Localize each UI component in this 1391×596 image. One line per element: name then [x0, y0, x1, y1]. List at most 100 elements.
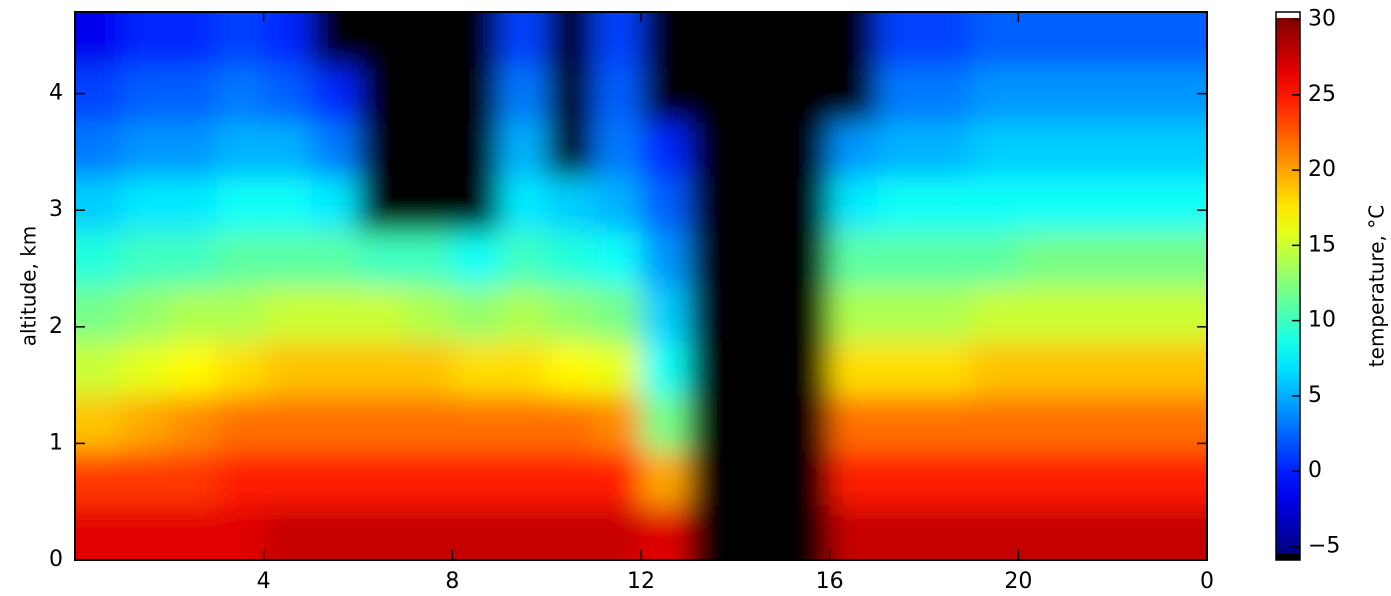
heat-cell [122, 450, 170, 506]
heat-cell [1112, 505, 1161, 560]
heat-cell [641, 286, 689, 342]
heat-cell [876, 395, 925, 451]
y-tick-label: 3 [49, 197, 63, 222]
heat-cell [971, 450, 1019, 506]
heat-cell [499, 121, 548, 177]
heat-cell [452, 450, 501, 506]
heat-cell [310, 505, 359, 560]
heat-cell [782, 176, 831, 232]
heat-cell [310, 395, 359, 451]
heat-cell [688, 286, 736, 342]
heat-cell [593, 176, 642, 232]
x-tick-label: 0 [1200, 569, 1214, 594]
heat-cell [782, 450, 831, 506]
heat-cell [216, 66, 265, 123]
heat-cell [499, 231, 548, 287]
heat-cell [735, 340, 784, 397]
heat-cell [1065, 176, 1114, 232]
heat-cell [641, 121, 689, 177]
heat-cell [924, 340, 972, 397]
heat-cell [593, 450, 642, 506]
heat-cell [1018, 12, 1067, 68]
heat-cell [75, 176, 123, 232]
heat-cell [405, 12, 453, 68]
heat-cell [593, 231, 642, 287]
heat-cell [1018, 176, 1067, 232]
heat-cell [216, 176, 265, 232]
colorbar-under [1276, 554, 1300, 560]
heat-cell [593, 505, 642, 560]
heat-cell [263, 12, 312, 68]
x-tick-label: 16 [816, 569, 844, 594]
heat-cell [263, 66, 312, 123]
heat-cell [1159, 450, 1207, 506]
heat-cell [924, 176, 972, 232]
heat-cell [169, 231, 218, 287]
heat-cell [1112, 450, 1161, 506]
heat-cell [688, 231, 736, 287]
colorbar-tick-label: 25 [1308, 82, 1336, 107]
heat-cell [1159, 121, 1207, 177]
heat-cell [1112, 66, 1161, 123]
colorbar-label: temperature, °C [1365, 205, 1389, 367]
heat-cell [358, 176, 406, 232]
heat-cell [971, 395, 1019, 451]
colorbar-tick-label: 5 [1308, 383, 1322, 408]
heat-cell [971, 231, 1019, 287]
heat-cell [122, 176, 170, 232]
heat-cell [499, 505, 548, 560]
y-tick-label: 1 [49, 430, 63, 455]
heat-cell [1065, 505, 1114, 560]
heat-cell [1065, 340, 1114, 397]
heat-cell [169, 66, 218, 123]
heat-cell [122, 505, 170, 560]
heat-cell [546, 286, 595, 342]
y-tick-label: 4 [49, 81, 63, 106]
heat-cell [122, 12, 170, 68]
heat-cell [782, 505, 831, 560]
heat-cell [1018, 395, 1067, 451]
heat-cell [310, 66, 359, 123]
heat-cell [405, 231, 453, 287]
heat-cell [546, 121, 595, 177]
heat-cell [122, 340, 170, 397]
heat-cell [735, 505, 784, 560]
heat-cell [1112, 395, 1161, 451]
heat-cell [782, 395, 831, 451]
heat-cell [216, 340, 265, 397]
heat-cell [593, 395, 642, 451]
heat-cell [169, 340, 218, 397]
y-tick-label: 2 [49, 314, 63, 339]
x-tick-label: 12 [627, 569, 655, 594]
heat-cell [169, 12, 218, 68]
heat-cell [75, 450, 123, 506]
heat-cell [688, 395, 736, 451]
heat-cell [876, 505, 925, 560]
heat-cell [688, 340, 736, 397]
heat-cell [971, 12, 1019, 68]
heat-cell [782, 231, 831, 287]
heat-cell [641, 395, 689, 451]
heat-cell [310, 176, 359, 232]
heat-cell [1065, 121, 1114, 177]
heat-cell [169, 395, 218, 451]
heat-cell [735, 66, 784, 123]
heat-cell [499, 176, 548, 232]
heat-cell [263, 340, 312, 397]
heat-cell [1065, 66, 1114, 123]
heat-cell [829, 395, 878, 451]
heat-cell [641, 505, 689, 560]
heat-cell [358, 505, 406, 560]
heat-cell [688, 12, 736, 68]
heat-cell [876, 340, 925, 397]
heat-cell [1159, 340, 1207, 397]
heat-cell [358, 66, 406, 123]
heat-cell [310, 450, 359, 506]
heat-cell [641, 450, 689, 506]
heat-cell [829, 450, 878, 506]
heat-cell [829, 176, 878, 232]
heat-cell [1065, 395, 1114, 451]
heat-cell [876, 176, 925, 232]
heat-cell [405, 395, 453, 451]
heat-cell [641, 66, 689, 123]
